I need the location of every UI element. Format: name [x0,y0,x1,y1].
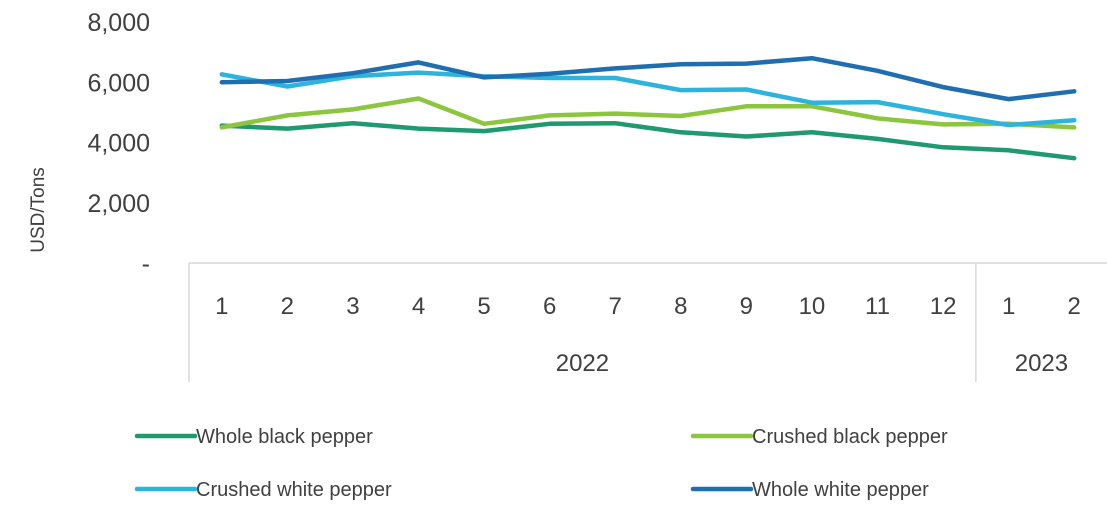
x-tick-label: 7 [609,293,622,320]
y-tick-label: 2,000 [87,190,150,218]
y-tick-label: 8,000 [87,9,150,37]
legend-label: Whole white pepper [752,479,929,501]
x-tick-label: 3 [346,293,359,320]
x-tick-label: 2 [281,293,294,320]
y-tick-label: - [142,250,150,278]
x-tick-label: 1 [215,293,228,320]
series-line-crushed-white-pepper [219,70,1077,128]
series-lines [219,55,1077,161]
y-axis-ticks: - 2,000 4,000 6,000 8,000 [87,9,150,278]
x-tick-label: 9 [740,293,753,320]
x-tick-label: 4 [412,293,425,320]
series-line-crushed-black-pepper [219,96,1077,130]
x-tick-label: 8 [674,293,687,320]
y-axis-label: USD/Tons [28,167,49,253]
x-tick-label: 6 [543,293,556,320]
x-tick-label: 11 [865,293,890,320]
series-line-whole-white-pepper [219,55,1077,102]
x-group-label: 2022 [556,350,609,377]
x-tick-label: 2 [1068,293,1081,320]
series-line-whole-black-pepper [219,120,1077,161]
x-tick-label: 10 [799,293,826,320]
x-tick-label: 12 [930,293,957,320]
legend-label: Whole black pepper [196,426,373,448]
x-tick-label: 1 [1002,293,1015,320]
y-tick-label: 6,000 [87,69,150,97]
legend: Whole black pepper Crushed black pepper Cr… [134,426,948,501]
x-tick-label: 5 [477,293,490,320]
legend-label: Crushed black pepper [752,426,948,448]
x-group-label: 2023 [1015,350,1068,377]
y-tick-label: 4,000 [87,130,150,158]
legend-label: Crushed white pepper [196,479,392,501]
